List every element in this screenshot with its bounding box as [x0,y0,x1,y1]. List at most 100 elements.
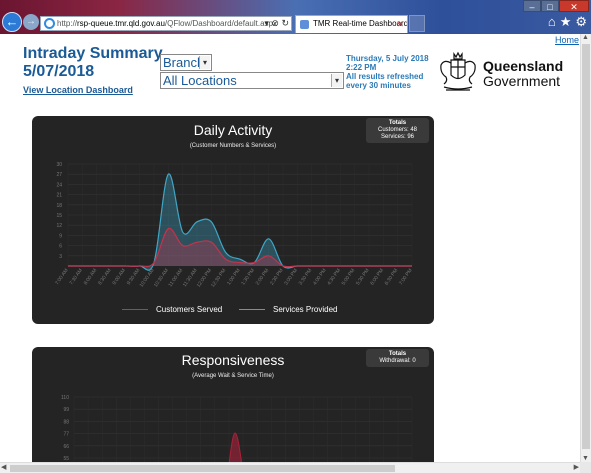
horizontal-scroll-thumb[interactable] [10,465,395,472]
x-tick-label: 12:30 PM [210,268,227,289]
y-tick-label: 110 [61,395,69,401]
responsiveness-panel: 33445566778899110 Responsiveness (Averag… [32,347,434,462]
tab-tmr-dashboard[interactable]: TMR Real-time Dashboard ✕ [295,15,408,33]
horizontal-scrollbar[interactable]: ◀ ▶ [0,462,580,473]
legend-swatch [239,309,265,310]
x-tick-label: 6:30 PM [384,268,400,287]
branch-select[interactable]: Branch ▾ [160,54,212,71]
legend-services-provided[interactable]: Services Provided [239,305,337,314]
ie-logo-icon [44,18,55,29]
x-tick-label: 8:30 AM [97,268,112,286]
x-tick-label: 9:00 AM [112,268,127,286]
y-tick-label: 24 [56,182,62,188]
tab-close-icon[interactable]: ✕ [396,19,404,29]
browser-toolbar: – □ ✕ ← → http://rsp-queue.tmr.qld.gov.a… [0,0,591,34]
totals-customers: Customers: 48 [377,127,417,133]
view-location-dashboard-link[interactable]: View Location Dashboard [23,85,133,95]
location-select[interactable]: All Locations ▾ [160,72,344,89]
y-tick-label: 21 [56,193,62,199]
y-tick-label: 9 [59,233,62,239]
x-tick-label: 4:30 PM [326,268,342,287]
x-tick-label: 3:00 PM [283,268,299,287]
y-tick-label: 77 [63,432,69,438]
y-tick-label: 18 [56,203,62,209]
legend-label: Customers Served [156,305,223,314]
refresh-interval: every 30 minutes [346,81,411,90]
y-tick-label: 6 [59,244,62,250]
series-area [228,432,242,462]
refresh-info: Thursday, 5 July 2018 2:22 PM All result… [346,54,429,90]
refresh-date: Thursday, 5 July 2018 [346,54,429,63]
minimize-button[interactable]: – [523,0,541,12]
series-customers-served [67,227,412,268]
daily-activity-chart: 3 6 9 12 15 18 21 24 27 30 7:00 AM7:30 AM8:00 AM8:… [54,162,414,289]
activity-totals: Totals Customers: 48 Services: 96 [366,118,429,143]
logo-wordmark: Queensland [483,58,564,74]
refresh-note: All results refreshed [346,72,424,81]
daily-activity-panel: 3 6 9 12 15 18 21 24 27 30 7:00 AM 7:30 AM 8:00 AM 8:… [32,116,434,324]
x-tick-label: 2:00 PM [255,268,271,287]
vertical-scrollbar[interactable]: ▲ ▼ [580,34,591,462]
address-bar-icons[interactable]: ▾ ⊘ ↻ [264,18,289,28]
x-tick-label: 7:30 AM [69,268,84,286]
legend-swatch [122,309,148,310]
address-bar[interactable]: http://rsp-queue.tmr.qld.gov.au/QFlow/Da… [40,16,292,31]
home-link[interactable]: Home [555,35,580,45]
daily-activity-subtitle: (Customer Numbers & Services) [189,143,277,149]
vertical-scroll-thumb[interactable] [582,44,590,449]
scroll-corner [580,462,591,473]
x-tick-label: 3:30 PM [298,268,314,287]
scroll-left-icon[interactable]: ◀ [1,464,7,471]
y-tick-label: 30 [56,162,62,168]
scroll-right-icon[interactable]: ▶ [573,464,579,471]
new-tab-button[interactable] [409,15,425,32]
legend-customers-served[interactable]: Customers Served [122,305,222,314]
x-tick-label: 1:00 PM [226,268,242,287]
close-window-button[interactable]: ✕ [559,0,589,12]
back-arrow-icon[interactable]: ← [2,12,22,32]
url-host: rsp-queue.tmr.qld.gov.au [77,19,165,28]
responsiveness-chart: 33445566778899110 [61,395,413,462]
url-path: /QFlow/Dashboard/default.aspx [164,19,277,28]
chart-gridlines: 3 6 9 12 15 18 21 24 27 30 [56,162,413,266]
y-tick-label: 99 [63,407,69,413]
location-select-value: All Locations [163,73,237,88]
favorites-star-icon[interactable]: ★ [559,14,572,29]
coat-of-arms-icon [440,51,476,91]
window-controls: – □ ✕ [523,0,589,12]
x-tick-label: 7:00 PM [398,268,414,287]
settings-gear-icon[interactable]: ⚙ [575,14,587,29]
scroll-down-icon[interactable]: ▼ [582,455,589,462]
home-icon[interactable]: ⌂ [547,14,556,29]
chevron-down-icon: ▾ [199,56,210,69]
y-tick-label: 3 [59,254,62,260]
x-tick-label: 7:00 AM [54,268,69,286]
totals-title: Totals [388,351,407,357]
branch-select-value: Branch [163,55,205,70]
x-tick-label: 4:00 PM [312,268,328,287]
x-tick-label: 1:30 PM [240,268,256,287]
series-line [67,227,412,268]
maximize-button[interactable]: □ [541,0,559,12]
daily-activity-title: Daily Activity [193,122,273,138]
x-tick-label: 6:00 PM [369,268,385,287]
page-title: Intraday Summary [23,45,163,62]
responsiveness-totals: Totals Withdrawal: 0 [366,349,429,367]
totals-title: Totals [388,120,407,126]
chevron-down-icon: ▾ [331,74,342,87]
responsiveness-title: Responsiveness [181,352,285,368]
url-prefix: http:// [57,19,78,28]
page-content: Home Intraday Summary 5/07/2018 View Loc… [0,34,580,462]
y-tick-label: 27 [56,172,62,178]
totals-withdrawal: Withdrawal: 0 [379,358,416,364]
scroll-up-icon[interactable]: ▲ [582,34,589,41]
y-tick-label: 12 [56,223,62,229]
tab-favicon-icon [300,20,309,29]
forward-arrow-icon[interactable]: → [23,14,39,30]
page-date: 5/07/2018 [23,63,95,80]
x-tick-label: 5:30 PM [355,268,371,287]
responsiveness-subtitle: (Average Wait & Service Time) [192,373,274,379]
totals-services: Services: 96 [380,134,414,140]
y-tick-label: 55 [63,456,69,462]
